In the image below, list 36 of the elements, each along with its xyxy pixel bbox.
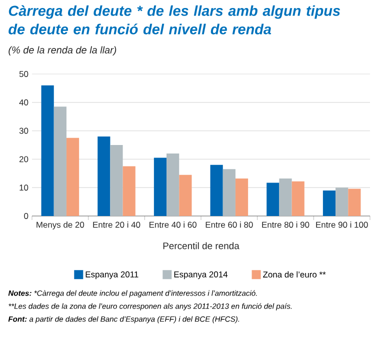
x-tick-label: Entre 40 i 60	[150, 222, 196, 228]
bar	[41, 85, 54, 216]
bar	[110, 145, 123, 216]
y-tick-label: 50	[19, 71, 28, 77]
legend-label: Espanya 2014	[174, 271, 228, 280]
y-tick-label: 10	[20, 184, 28, 191]
bar	[235, 178, 248, 216]
bar	[322, 190, 336, 216]
y-tick-label: 40	[19, 99, 28, 106]
chart-title: Càrrega del deute * de les llars amb algun tipus de deute en funció del nivell de renda	[8, 5, 340, 34]
bar	[266, 182, 280, 216]
bar	[279, 178, 292, 216]
bar	[54, 106, 66, 216]
legend-label: Zona de l’euro **	[263, 271, 326, 278]
x-tick-label: Entre 60 i 80	[206, 222, 253, 228]
bar	[348, 188, 361, 216]
x-tick-label: Menys de 20	[36, 222, 84, 230]
x-axis-title: Percentil de renda	[163, 242, 240, 250]
legend-label: Espanya 2011	[86, 271, 138, 280]
bar	[66, 138, 80, 216]
chart-subtitle: (% de la renda de la llar)	[8, 46, 116, 56]
bar	[222, 169, 236, 216]
bar	[336, 188, 348, 216]
bar	[179, 174, 192, 216]
y-tick-label: 20	[19, 156, 28, 162]
y-tick-label: 0	[24, 213, 28, 219]
x-tick-label: Entre 80 i 90	[262, 222, 310, 228]
bar	[122, 166, 136, 216]
bar	[210, 164, 223, 216]
y-tick-label: 30	[19, 128, 28, 134]
x-tick-label: Entre 20 i 40	[93, 222, 140, 228]
x-tick-label: Entre 90 i 100	[316, 222, 368, 228]
bar	[154, 158, 167, 216]
bar	[292, 181, 304, 216]
bar	[98, 136, 110, 216]
bar	[166, 154, 180, 216]
